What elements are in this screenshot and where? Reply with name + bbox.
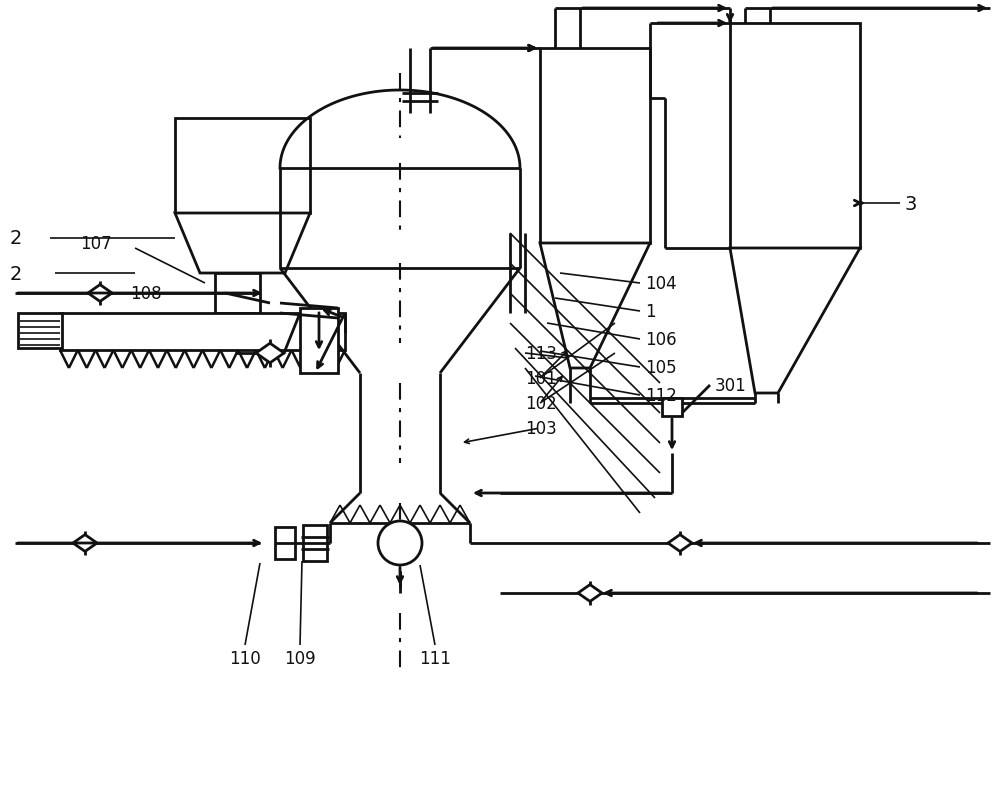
Polygon shape xyxy=(88,285,112,302)
Text: 1: 1 xyxy=(645,303,656,320)
Text: 2: 2 xyxy=(10,264,22,283)
Text: 301: 301 xyxy=(715,377,747,394)
Circle shape xyxy=(378,521,422,565)
Text: 101: 101 xyxy=(525,369,557,388)
Bar xyxy=(540,49,650,243)
Bar xyxy=(175,119,310,214)
Bar xyxy=(303,525,327,561)
Text: 2: 2 xyxy=(10,229,22,248)
Text: 111: 111 xyxy=(419,649,451,667)
Text: 104: 104 xyxy=(645,275,677,292)
Text: 112: 112 xyxy=(645,386,677,405)
Text: 109: 109 xyxy=(284,649,316,667)
Text: 103: 103 xyxy=(525,419,557,438)
Text: 107: 107 xyxy=(80,234,112,253)
Polygon shape xyxy=(730,249,860,393)
Text: 3: 3 xyxy=(905,194,917,214)
Text: 106: 106 xyxy=(645,331,677,349)
Bar xyxy=(730,24,860,249)
Polygon shape xyxy=(578,585,602,601)
Polygon shape xyxy=(175,214,310,274)
Polygon shape xyxy=(73,535,97,552)
Text: 108: 108 xyxy=(130,284,162,303)
Polygon shape xyxy=(540,243,650,369)
Bar xyxy=(18,314,62,349)
Text: 113: 113 xyxy=(525,344,557,362)
Polygon shape xyxy=(668,535,692,552)
Text: 102: 102 xyxy=(525,394,557,413)
Bar xyxy=(215,274,260,314)
Polygon shape xyxy=(256,344,284,363)
Bar xyxy=(275,528,295,560)
Bar xyxy=(662,398,682,417)
Text: 105: 105 xyxy=(645,359,677,377)
Bar xyxy=(60,314,345,351)
Bar xyxy=(300,308,338,373)
Text: 110: 110 xyxy=(229,649,261,667)
